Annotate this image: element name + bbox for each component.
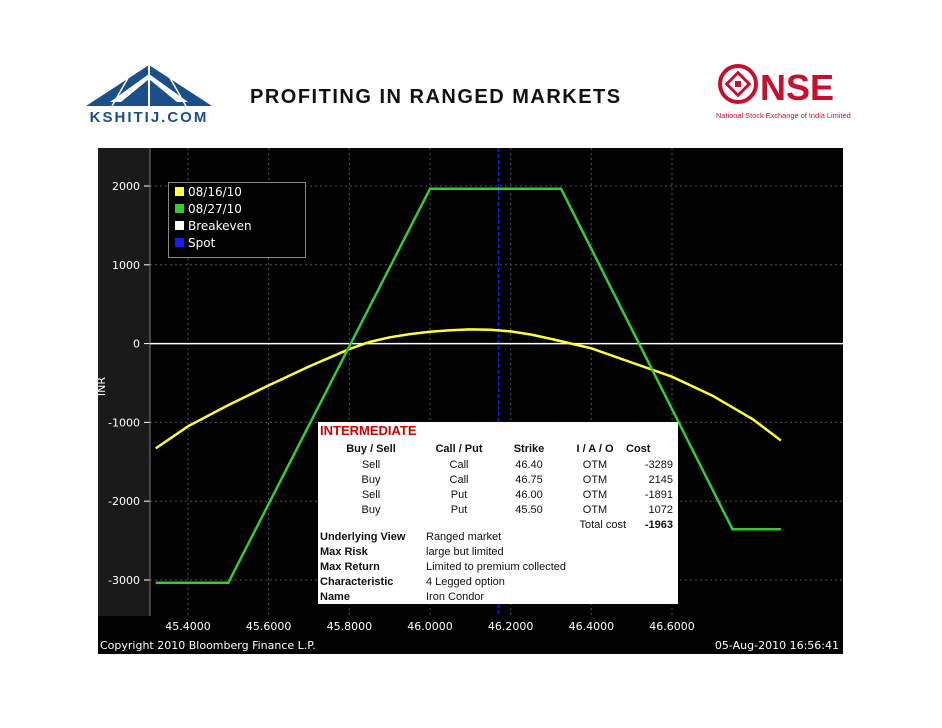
col-header: Buy / Sell [346,443,396,455]
cell: OTM [582,488,608,501]
strategy-legs-table: Buy / Sell Call / Put Strike I / A / O C… [318,441,678,532]
cell: Call [449,458,469,471]
x-tick-label: 46.6000 [649,620,695,633]
strategy-summary: Underlying View Ranged market Max Risk l… [318,530,678,605]
strategy-level: INTERMEDIATE [320,423,417,438]
legend-label: 08/16/10 [188,184,242,199]
y-tick-label: -2000 [108,495,140,508]
cell: Put [450,488,468,501]
legend-swatch-white [175,221,184,230]
copyright-text: Copyright 2010 Bloomberg Finance L.P. [100,639,316,652]
x-tick-label: 45.6000 [246,620,292,633]
summary-key: Characteristic [320,576,394,588]
table-header-row: Buy / Sell Call / Put Strike I / A / O C… [318,441,678,457]
cell: Sell [361,458,381,471]
total-cost-label: Total cost [579,518,626,531]
x-tick-label: 46.2000 [488,620,533,633]
x-axis-strip [98,616,843,654]
table-row: Sell Put 46.00 OTM -1891 [318,487,678,502]
kshitij-logo: KSHITIJ.COM [66,62,232,126]
y-tick-label: -3000 [108,574,140,587]
cell: 45.50 [515,503,543,516]
chart-legend: 08/16/10 08/27/10 Breakeven Spot [168,182,306,258]
legend-swatch-green [175,204,184,213]
strategy-info-box: INTERMEDIATE Buy / Sell Call / Put Strik… [318,422,678,604]
page-title: PROFITING IN RANGED MARKETS [250,86,622,108]
legend-swatch-yellow [175,187,184,196]
summary-row: Max Risk large but limited [318,545,678,560]
nse-logo-text: NSE [760,67,834,108]
cell: OTM [582,503,608,516]
summary-value: Limited to premium collected [426,561,567,573]
legend-item: 08/27/10 [169,200,305,217]
x-tick-label: 46.4000 [569,620,615,633]
y-tick-label: 2000 [112,180,140,193]
cell: Call [449,473,469,486]
cell: Sell [361,488,381,501]
summary-key: Name [320,591,350,603]
kshitij-logo-text: KSHITIJ.COM [90,109,209,124]
legend-item: 08/16/10 [169,183,305,200]
payoff-chart: 2000 1000 0 -1000 -2000 -3000 45.4000 45.6000 45… [95,148,843,654]
cell: 46.40 [515,458,543,471]
cell: OTM [582,458,608,471]
y-tick-label: -1000 [108,416,140,429]
col-header: Call / Put [435,443,483,455]
cell: Buy [361,503,381,516]
summary-key: Max Return [320,561,380,573]
summary-row: Max Return Limited to premium collected [318,560,678,575]
total-row: Total cost -1963 [318,517,678,532]
y-tick-label: 0 [133,338,140,351]
cell: Buy [361,473,381,486]
series-line-0816 [154,328,782,450]
series-line-0827 [155,187,781,585]
summary-row: Underlying View Ranged market [318,530,678,545]
cell: OTM [582,473,608,486]
legend-label: Breakeven [188,218,252,233]
summary-value: Iron Condor [426,591,485,603]
y-axis-label: INR [95,376,109,397]
summary-key: Underlying View [320,531,406,543]
table-row: Buy Put 45.50 OTM 1072 [318,502,678,517]
cell: Put [450,503,468,516]
x-tick-label: 45.8000 [327,620,373,633]
y-tick-label: 1000 [112,259,140,272]
table-row: Buy Call 46.75 OTM 2145 [318,472,678,487]
nse-logo-subtitle: National Stock Exchange of India Limited [716,111,851,120]
legend-label: Spot [188,235,216,250]
y-axis-strip [98,148,150,616]
legend-swatch-blue [175,238,184,247]
cell: -1891 [644,488,673,501]
legend-item: Spot [169,234,305,251]
x-tick-label: 46.0000 [407,620,453,633]
summary-value: 4 Legged option [426,576,505,588]
summary-row: Characteristic 4 Legged option [318,575,678,590]
table-row: Sell Call 46.40 OTM -3289 [318,457,678,472]
cell: 1072 [648,503,673,516]
legend-item: Breakeven [169,217,305,234]
summary-value: large but limited [426,546,504,558]
col-header: Cost [626,443,651,455]
summary-value: Ranged market [426,531,502,543]
cell: 2145 [648,473,673,486]
summary-key: Max Risk [320,546,368,558]
total-cost-value: -1963 [644,518,673,531]
col-header: Strike [513,443,545,455]
payoff-chart-svg: 2000 1000 0 -1000 -2000 -3000 45.4000 45.6000 45… [98,148,843,654]
cell: -3289 [644,458,673,471]
nse-logo: NSE National Stock Exchange of India Lim… [716,62,864,124]
summary-row: Name Iron Condor [318,590,678,605]
cell: 46.00 [515,488,543,501]
chart-timestamp: 05-Aug-2010 16:56:41 [714,639,839,652]
cell: 46.75 [515,473,543,486]
x-tick-label: 45.4000 [165,620,211,633]
legend-label: 08/27/10 [188,201,242,216]
col-header: I / A / O [576,443,614,455]
